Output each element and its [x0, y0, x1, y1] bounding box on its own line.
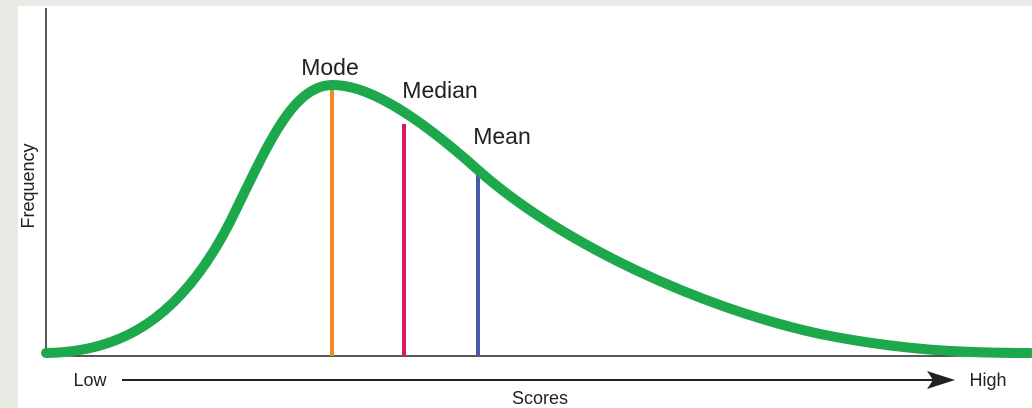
- low-label: Low: [73, 370, 107, 390]
- y-axis-label: Frequency: [18, 143, 38, 228]
- median-label: Median: [402, 77, 477, 103]
- arrow-head: [927, 371, 955, 389]
- distribution-curve: [41, 79, 1032, 358]
- x-axis-label: Scores: [512, 388, 568, 408]
- mean-label: Mean: [473, 123, 531, 149]
- mode-label: Mode: [301, 54, 359, 80]
- high-label: High: [969, 370, 1006, 390]
